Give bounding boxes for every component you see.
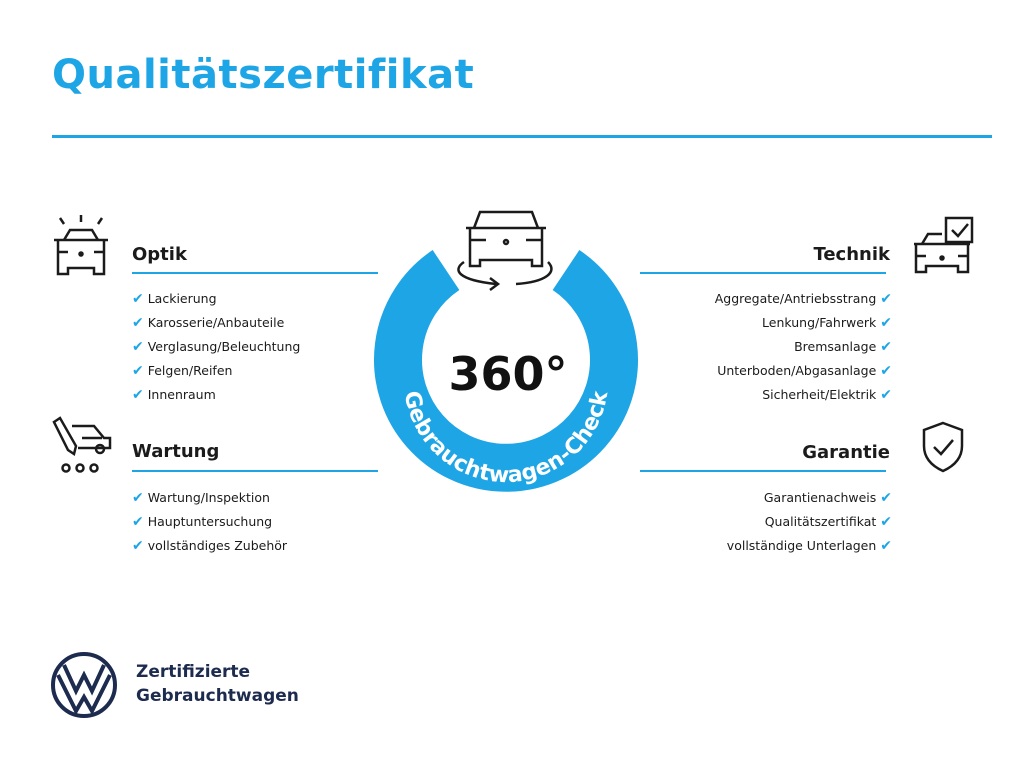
list-item: ✔ Verglasung/Beleuchtung (132, 339, 301, 355)
divider (52, 135, 992, 138)
technik-list: Aggregate/Antriebsstrang ✔ Lenkung/Fahrw… (715, 287, 892, 407)
list-item: Garantienachweis ✔ (763, 490, 892, 506)
list-item: Lenkung/Fahrwerk ✔ (762, 315, 892, 331)
check-icon: ✔ (880, 363, 892, 379)
list-item: vollständige Unterlagen ✔ (726, 538, 892, 554)
check-icon: ✔ (880, 538, 892, 554)
check-icon: ✔ (132, 339, 144, 355)
page-title: Qualitätszertifikat (52, 52, 475, 98)
divider (640, 272, 886, 274)
divider (640, 470, 886, 472)
list-item: ✔ Hauptuntersuchung (132, 514, 273, 530)
check-icon: ✔ (132, 363, 144, 379)
check-icon: ✔ (880, 490, 892, 506)
section-title-optik: Optik (132, 244, 187, 265)
degree-number: 360° (448, 347, 567, 401)
list-item: ✔ Lackierung (132, 291, 217, 307)
list-item: ✔ Felgen/Reifen (132, 363, 233, 379)
list-item: Bremsanlage ✔ (794, 339, 892, 355)
car-lights-icon (54, 215, 108, 276)
section-title-garantie: Garantie (802, 442, 890, 463)
car-checklist-icon (914, 216, 974, 274)
garantie-list: Garantienachweis ✔ Qualitätszertifikat ✔… (727, 486, 892, 558)
brand-line1: Zertifizierte (136, 662, 251, 682)
check-icon: ✔ (880, 514, 892, 530)
list-item: Qualitätszertifikat ✔ (764, 514, 892, 530)
check-360-badge: Gebrauchtwagen-Check 360° (374, 210, 638, 492)
list-item: Unterboden/Abgasanlage ✔ (717, 363, 892, 379)
list-item: ✔ Wartung/Inspektion (132, 490, 270, 506)
brand-line2: Gebrauchtwagen (136, 686, 299, 706)
list-item: ✔ vollständiges Zubehör (132, 538, 288, 554)
list-item: Sicherheit/Elektrik ✔ (762, 387, 892, 403)
list-item: ✔ Innenraum (132, 387, 216, 403)
check-icon: ✔ (880, 387, 892, 403)
divider (132, 470, 378, 472)
check-icon: ✔ (132, 387, 144, 403)
check-icon: ✔ (880, 315, 892, 331)
check-icon: ✔ (132, 291, 144, 307)
check-icon: ✔ (880, 339, 892, 355)
section-title-wartung: Wartung (132, 441, 220, 462)
check-icon: ✔ (132, 490, 144, 506)
optik-list: ✔ Lackierung ✔ Karosserie/Anbauteile ✔ V… (132, 287, 300, 407)
car-rotate-icon (457, 210, 553, 291)
list-item: Aggregate/Antriebsstrang ✔ (714, 291, 892, 307)
ring (374, 250, 638, 492)
divider (132, 272, 378, 274)
check-icon: ✔ (132, 538, 144, 554)
check-icon: ✔ (132, 514, 144, 530)
service-car-icon (52, 416, 112, 473)
section-title-technik: Technik (813, 244, 890, 265)
brand-text: Zertifizierte Gebrauchtwagen (136, 660, 299, 708)
wartung-list: ✔ Wartung/Inspektion ✔ Hauptuntersuchung… (132, 486, 287, 558)
check-icon: ✔ (132, 315, 144, 331)
shield-check-icon (922, 421, 964, 473)
list-item: ✔ Karosserie/Anbauteile (132, 315, 285, 331)
check-icon: ✔ (880, 291, 892, 307)
vw-logo (51, 652, 117, 718)
